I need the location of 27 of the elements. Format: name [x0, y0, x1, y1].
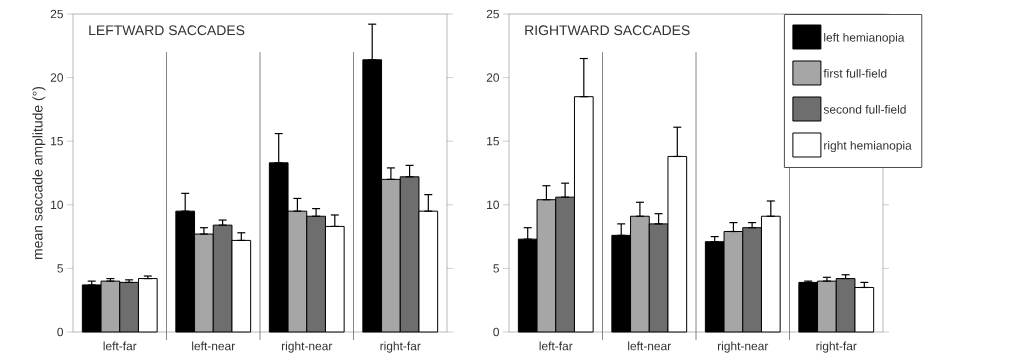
x-tick-label: right-near	[281, 341, 333, 353]
legend-label: right hemianopia	[824, 140, 912, 153]
y-tick-label: 15	[487, 137, 499, 146]
text: RIGHTWARD SACCADES	[525, 25, 690, 36]
y-tick-label: 10	[51, 200, 64, 210]
x-tick-label: left-far	[103, 341, 137, 351]
text: LEFTWARD SACCADES	[89, 25, 245, 36]
x-tick-label: right-far	[380, 341, 421, 353]
legend-label: first full-field	[823, 68, 887, 78]
x-tick-label: left-near	[192, 341, 235, 351]
y-tick-label: 15	[51, 137, 63, 146]
y-tick-label: 10	[487, 200, 500, 210]
y-tick-label: 0	[57, 327, 64, 337]
x-tick-label: right-far	[816, 341, 857, 353]
x-tick-label: left-far	[539, 341, 573, 351]
y-tick-label: 25	[486, 9, 499, 19]
y-tick-label: 25	[50, 9, 63, 19]
y-tick-label: 20	[50, 73, 64, 82]
legend-label: second full-field	[823, 104, 906, 114]
y-tick-label: 5	[57, 264, 63, 273]
x-tick-label: right-near	[717, 341, 769, 353]
y-axis-title: mean saccade amplitude (°)	[32, 86, 46, 259]
legend-label: left hemianopia	[824, 32, 905, 45]
y-tick-label: 5	[493, 264, 499, 273]
y-tick-label: 0	[493, 327, 500, 337]
x-tick-label: left-near	[628, 341, 671, 351]
y-tick-label: 20	[486, 73, 500, 82]
